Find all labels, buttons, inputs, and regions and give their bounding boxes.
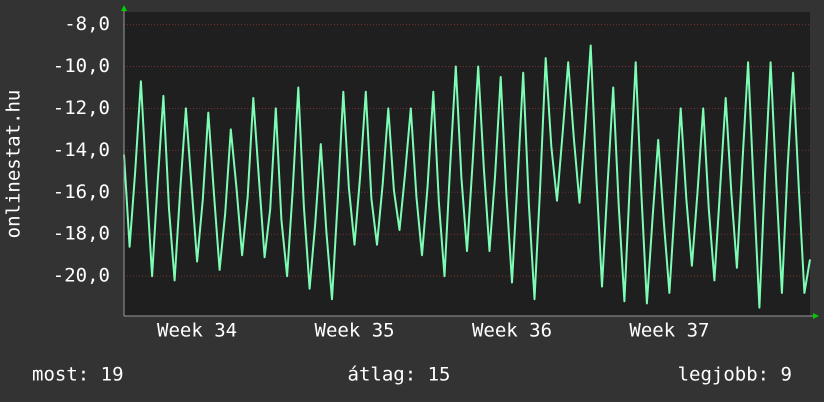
data-line (123, 44, 811, 309)
y-tick-label: -20,0 (53, 265, 110, 287)
x-tick-label: Week 34 (157, 320, 237, 342)
x-arrow (813, 313, 819, 319)
x-tick-label: Week 37 (629, 320, 709, 342)
y-tick-label: -12,0 (53, 97, 110, 119)
y-tick-label: -18,0 (53, 223, 110, 245)
plot-area (124, 12, 810, 316)
y-axis-label: onlinestat.hu (3, 90, 25, 239)
stat-best: legjobb: 9 (678, 364, 792, 386)
stat-average: átlag: 15 (348, 364, 451, 386)
x-tick-label: Week 36 (472, 320, 552, 342)
y-arrow (121, 5, 127, 11)
y-tick-label: -10,0 (53, 55, 110, 77)
y-tick-label: -14,0 (53, 139, 110, 161)
x-tick-label: Week 35 (315, 320, 395, 342)
y-tick-label: -8,0 (64, 13, 110, 35)
stat-current: most: 19 (32, 364, 124, 386)
y-tick-label: -16,0 (53, 181, 110, 203)
